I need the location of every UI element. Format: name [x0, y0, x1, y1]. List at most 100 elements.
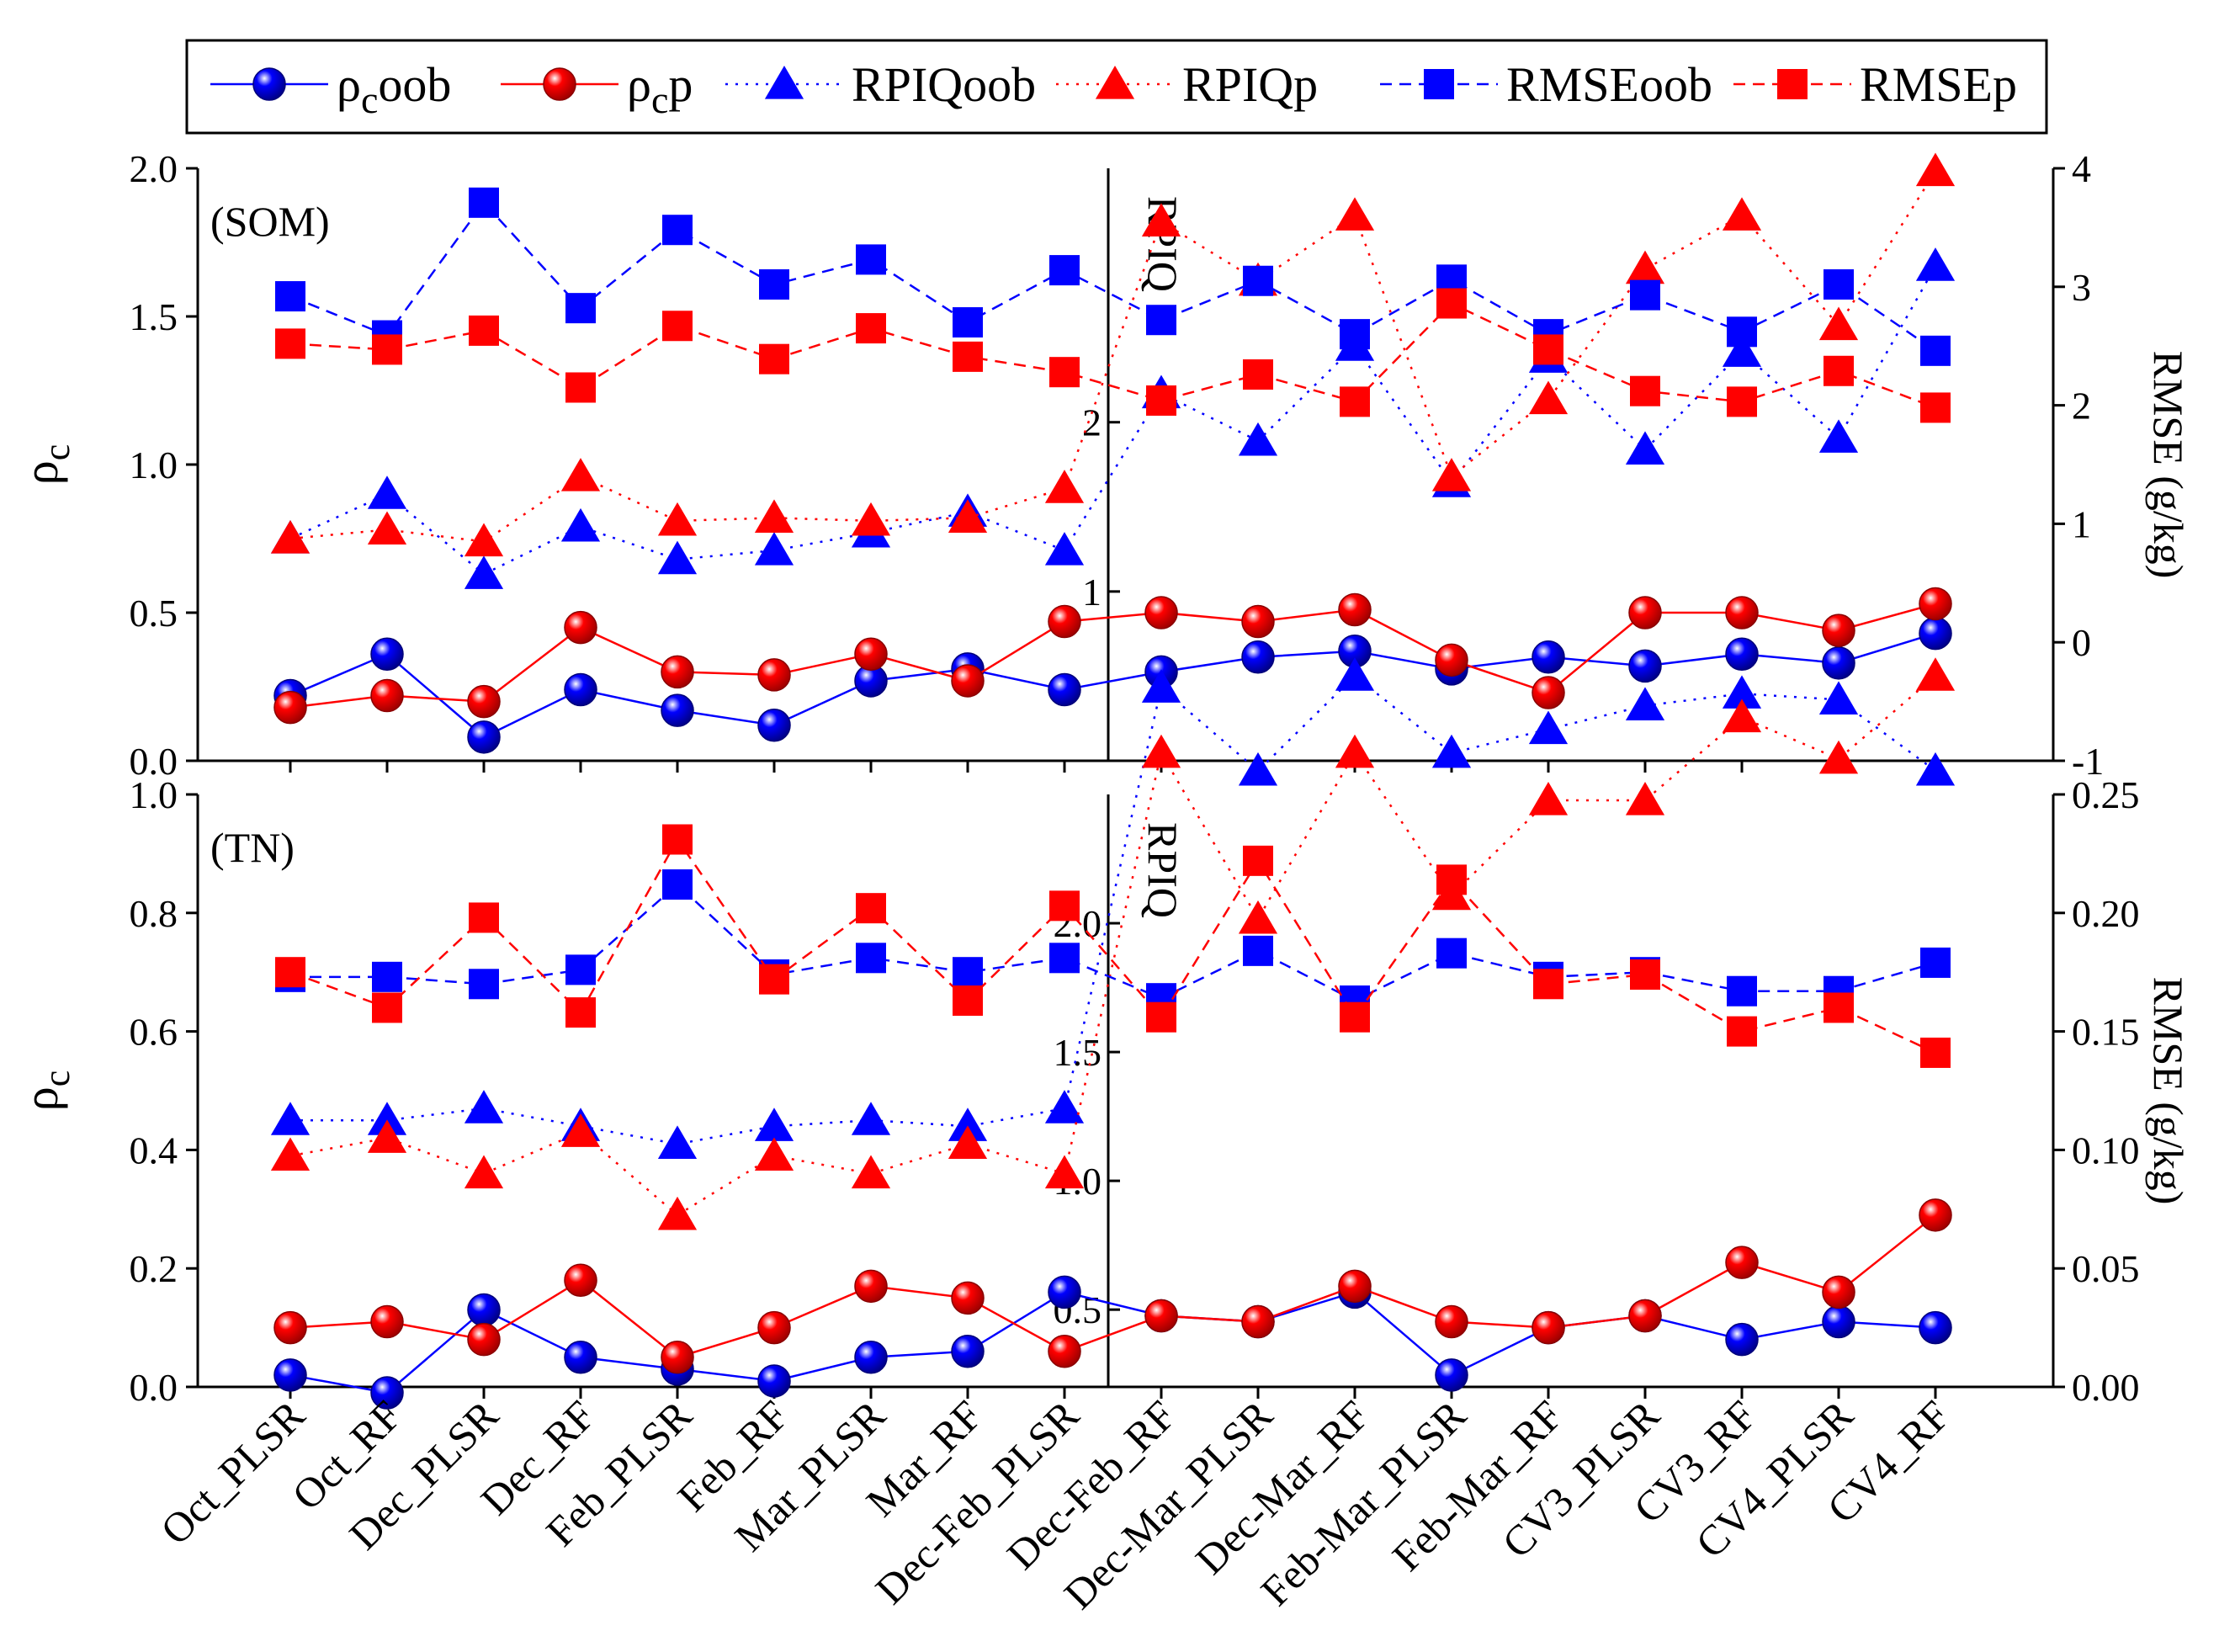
point-rpiq_oob-2 [464, 1090, 504, 1123]
point-rpiq_p-9 [1141, 203, 1181, 236]
point-rmse_p-14 [1630, 375, 1660, 406]
point-rpiq_p-6 [851, 1155, 891, 1189]
point-rho_p-12 [1435, 643, 1468, 677]
point-rpiq_oob-13 [1528, 710, 1569, 745]
point-rpiq_oob-3 [560, 507, 601, 542]
point-rho_oob-8 [1048, 672, 1081, 707]
left-axis-title: ρc [13, 1070, 77, 1111]
point-rmse_oob-8 [1049, 255, 1080, 286]
point-rho_oob-2 [467, 1293, 501, 1327]
point-rho_p-1 [370, 678, 404, 713]
point-rho_p-5 [757, 658, 791, 692]
point-rmse_oob-17 [1920, 947, 1951, 978]
point-rpiq_p-0 [270, 520, 311, 554]
series-rho_oob [273, 1275, 1952, 1410]
point-rpiq_p-15 [1722, 197, 1762, 231]
point-rpiq_p-7 [948, 499, 988, 533]
point-rho_p-13 [1532, 1310, 1565, 1345]
legend-item-rmse_oob: RMSEoob [1380, 57, 1712, 112]
series-line-rpiq_p [289, 170, 1937, 543]
point-rmse_oob-2 [469, 187, 499, 218]
point-rmse_p-0 [275, 957, 305, 988]
right-axis-title: RMSE (g/kg) [2145, 351, 2192, 579]
point-rpiq_p-16 [1818, 306, 1859, 341]
series-line-rmse_p [289, 301, 1936, 409]
point-rho_oob-16 [1822, 1304, 1855, 1339]
inner-axis-title: RPIQ [1139, 822, 1186, 918]
point-rmse_p-13 [1533, 334, 1563, 365]
point-rmse_p-10 [1243, 359, 1273, 390]
point-rmse_p-3 [565, 372, 596, 403]
point-rho_p-6 [854, 637, 888, 672]
point-rpiq_p-8 [1044, 470, 1085, 503]
point-rpiq_oob-7 [948, 1108, 988, 1141]
point-rho_p-0 [273, 690, 307, 725]
point-rmse_oob-1 [372, 961, 402, 992]
point-rmse_p-5 [759, 964, 789, 995]
panel-tn: 0.0 0.2 0.4 0.6 0.8 1.0 0.00 0.05 0.10 0.15 0.20 0.… [13, 657, 2192, 1410]
point-rpiq_oob-8 [1044, 532, 1085, 566]
legend-marker-rpiq_p [1095, 66, 1135, 99]
point-rpiq_p-3 [560, 458, 601, 491]
point-rho_p-5 [757, 1310, 791, 1345]
point-rpiq_oob-12 [1431, 734, 1472, 768]
x-tick-labels: Oct_PLSROct_RFDec_PLSRDec_RFFeb_PLSRFeb_… [151, 1391, 1959, 1618]
right-tick-label: 0.10 [2072, 1129, 2140, 1171]
point-rpiq_p-0 [270, 1137, 311, 1171]
point-rho_oob-0 [273, 1358, 307, 1392]
series-line-rpiq_oob [290, 674, 1936, 1145]
point-rmse_p-15 [1727, 1016, 1757, 1047]
series-rpiq_p [270, 657, 1956, 1230]
point-rpiq_p-2 [464, 523, 504, 557]
legend-label-rmse_oob: RMSEoob [1506, 57, 1712, 112]
right-tick-label: 3 [2072, 266, 2091, 309]
point-rho_p-10 [1241, 604, 1275, 639]
legend-item-rpiq_oob: RPIQoob [725, 57, 1036, 112]
point-rpiq_oob-4 [657, 540, 698, 575]
point-rpiq_p-1 [367, 1119, 407, 1153]
point-rho_p-4 [661, 1341, 694, 1374]
point-rmse_oob-14 [1630, 279, 1660, 311]
point-rmse_oob-6 [856, 943, 886, 974]
point-rho_oob-16 [1822, 646, 1855, 680]
right-tick-label: 4 [2072, 147, 2091, 190]
point-rmse_oob-15 [1727, 316, 1757, 348]
point-rho_p-1 [370, 1304, 404, 1339]
point-rmse_p-5 [759, 343, 789, 374]
left-tick-label: 0.8 [130, 892, 178, 935]
point-rpiq_p-10 [1238, 900, 1278, 934]
point-rho_p-17 [1919, 1198, 1952, 1232]
point-rho_oob-14 [1628, 649, 1662, 683]
point-rpiq_oob-8 [1044, 1090, 1085, 1123]
left-tick-label: 0.4 [130, 1129, 178, 1171]
point-rho_p-16 [1822, 1275, 1855, 1309]
point-rpiq_oob-17 [1915, 247, 1956, 281]
point-rpiq_oob-10 [1238, 422, 1278, 456]
legend-label-rmse_p: RMSEp [1860, 57, 2017, 112]
series-line-rmse_oob [289, 200, 1936, 352]
legend-label-rpiq_p: RPIQp [1182, 57, 1318, 112]
point-rho_oob-17 [1919, 616, 1952, 651]
inner-tick-label: 1 [1082, 571, 1102, 614]
legend-marker-rho_p [543, 67, 576, 101]
right-tick-label: 0.20 [2072, 892, 2140, 935]
point-rmse_oob-9 [1146, 305, 1176, 336]
point-rmse_p-11 [1340, 1001, 1370, 1033]
point-rho_oob-15 [1725, 637, 1759, 672]
point-rho_oob-5 [757, 1364, 791, 1398]
point-rmse_p-2 [469, 902, 499, 933]
legend-label-rho_p: ρcp [627, 57, 693, 121]
point-rmse_oob-7 [953, 307, 983, 338]
point-rpiq_oob-16 [1818, 419, 1859, 453]
point-rpiq_oob-4 [657, 1125, 698, 1159]
point-rho_p-8 [1048, 1335, 1081, 1368]
point-rpiq_oob-11 [1335, 657, 1375, 691]
point-rpiq_oob-16 [1818, 681, 1859, 714]
point-rho_p-11 [1338, 592, 1372, 627]
point-rmse_oob-15 [1727, 975, 1757, 1007]
point-rmse_oob-3 [565, 293, 596, 324]
point-rmse_p-8 [1049, 357, 1080, 388]
point-rpiq_oob-2 [464, 555, 504, 589]
